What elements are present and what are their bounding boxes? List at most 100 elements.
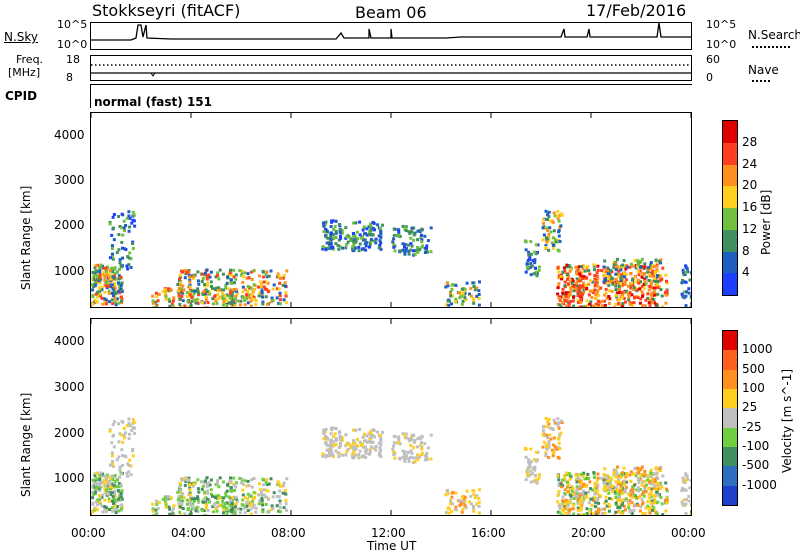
power-cell: [606, 269, 610, 273]
velocity-cell: [96, 498, 100, 502]
velocity-cell: [622, 466, 626, 470]
power-cell: [102, 271, 106, 274]
velocity-cell: [249, 512, 253, 515]
power-cell: [225, 293, 229, 297]
power-cell: [627, 295, 631, 299]
power-cell: [403, 252, 407, 256]
velocity-cell: [593, 482, 597, 485]
power-cell: [594, 302, 598, 306]
velocity-cell: [604, 486, 607, 490]
power-cell: [648, 267, 652, 271]
power-cell: [585, 304, 589, 307]
velocity-cell: [215, 509, 219, 513]
power-cell: [321, 245, 325, 249]
velocity-cell: [619, 484, 623, 488]
velocity-cell: [565, 471, 569, 475]
velocity-cell: [397, 436, 401, 440]
velocity-cell: [188, 501, 192, 505]
velocity-cell: [412, 456, 416, 460]
velocity-cell: [450, 491, 454, 495]
velocity-cell: [534, 478, 538, 482]
velocity-cell: [576, 501, 580, 505]
power-cell: [636, 288, 639, 292]
x-tick-label: 00:00: [71, 526, 106, 540]
power-cell: [533, 258, 537, 262]
velocity-cell: [463, 504, 467, 507]
power-cell: [552, 211, 556, 215]
power-cell: [285, 269, 289, 273]
velocity-cell: [179, 495, 183, 499]
power-cell: [403, 226, 407, 230]
velocity-cell: [392, 444, 396, 448]
power-cell: [630, 281, 633, 285]
velocity-cell: [340, 436, 344, 440]
power-cell: [580, 265, 584, 268]
power-cell: [472, 297, 475, 301]
velocity-cell: [177, 501, 181, 505]
velocity-cell: [579, 513, 583, 515]
power-cell: [209, 270, 213, 274]
velocity-cell: [569, 488, 573, 492]
freq-tick-top: 18: [66, 53, 80, 66]
velocity-cell: [636, 503, 640, 507]
power-cell: [120, 299, 123, 303]
velocity-cell: [610, 484, 614, 488]
power-cell: [576, 291, 580, 295]
power-cell: [582, 274, 586, 278]
velocity-cell: [234, 481, 238, 485]
velocity-cell: [578, 484, 582, 488]
velocity-cell: [163, 496, 167, 500]
velocity-cell: [621, 501, 625, 505]
power-cell: [222, 300, 226, 304]
power-cell: [558, 303, 562, 307]
power-cell: [594, 281, 598, 285]
velocity-cell: [581, 475, 585, 478]
velocity-cell: [202, 509, 206, 513]
velocity-cell: [681, 476, 685, 480]
velocity-cell: [406, 450, 410, 454]
velocity-cell: [186, 478, 189, 482]
power-cell: [284, 294, 288, 298]
velocity-cell: [534, 459, 538, 463]
power-cell: [154, 291, 158, 295]
power-cell: [113, 274, 117, 278]
power-cell: [624, 300, 627, 304]
velocity-cell: [368, 448, 372, 452]
power-cell: [107, 291, 111, 295]
power-cell: [576, 289, 580, 293]
power-cell: [216, 274, 220, 277]
power-cell: [636, 296, 640, 299]
power-cell: [172, 296, 176, 300]
velocity-cell: [229, 476, 232, 480]
velocity-cell: [358, 440, 362, 444]
velocity-cell: [168, 507, 172, 511]
velocity-cell: [685, 474, 689, 478]
power-cell: [449, 292, 453, 296]
freq-tick-bottom: 8: [66, 71, 73, 84]
power-cell: [652, 276, 656, 280]
velocity-cell: [614, 501, 618, 505]
power-cell: [338, 231, 342, 235]
velocity-cell: [651, 508, 654, 512]
velocity-cell: [621, 471, 625, 475]
velocity-cell: [192, 482, 196, 486]
velocity-cell: [475, 494, 479, 498]
power-cell: [215, 301, 219, 305]
power-cell: [560, 295, 564, 299]
velocity-cell: [120, 497, 124, 501]
power-cell: [557, 234, 561, 238]
velocity-cell: [420, 441, 423, 445]
power-cell: [330, 220, 334, 224]
velocity-cell: [331, 453, 335, 457]
power-cell: [124, 224, 128, 227]
velocity-cell: [556, 500, 560, 504]
velocity-cell: [214, 494, 218, 498]
velocity-cell: [353, 441, 357, 445]
velocity-cell: [117, 440, 121, 444]
velocity-cell: [188, 488, 192, 492]
velocity-cell: [564, 512, 568, 515]
velocity-cell: [633, 467, 637, 470]
velocity-cell: [196, 487, 200, 491]
velocity-cell: [93, 477, 97, 481]
velocity-cell: [416, 445, 420, 449]
